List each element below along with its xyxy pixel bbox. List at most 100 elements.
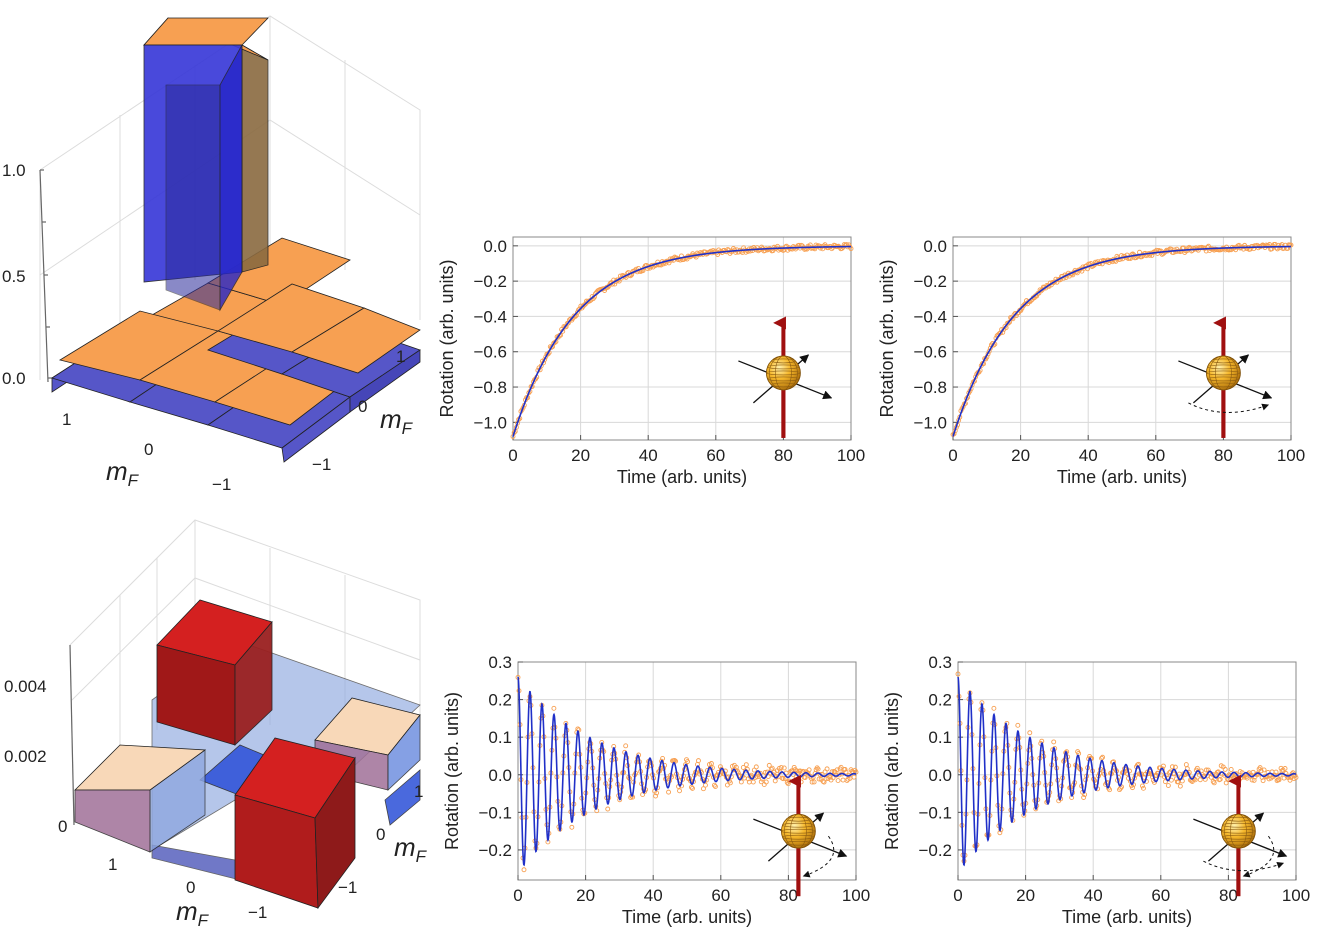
x-tick-label: 60 (1146, 446, 1165, 465)
row-tick-label: 0 (144, 440, 153, 459)
data-point (666, 789, 672, 795)
y-tick-label: 0.3 (928, 653, 952, 672)
y-tick-label: −0.1 (918, 803, 952, 822)
y-tick-label: 0.0 (483, 237, 507, 256)
plot-frame (517, 661, 857, 881)
z-tick-label: 0.002 (4, 747, 47, 766)
col-tick-label: −1 (338, 878, 357, 897)
z-tick-label: 0 (58, 817, 67, 836)
x-tick-label: 60 (1151, 886, 1170, 905)
y-tick-label: −0.4 (473, 307, 507, 326)
x-tick-label: 40 (1079, 446, 1098, 465)
data-point (823, 776, 829, 782)
x-tick-label: 80 (1214, 446, 1233, 465)
data-point (1130, 785, 1135, 791)
series-data-points (510, 242, 854, 439)
y-tick-label: −0.8 (913, 378, 947, 397)
data-point (1100, 754, 1106, 760)
bar3d-panel-bottom: 0.004 0.002 0 1 0 −1 (4, 519, 428, 930)
bar3d-tall-bar (143, 17, 269, 312)
data-point (1173, 249, 1179, 255)
data-point (1015, 722, 1021, 728)
x-tick-label: 100 (1282, 886, 1310, 905)
col-tick-label: 1 (414, 782, 423, 801)
data-point (521, 867, 527, 873)
series-fit-line (952, 245, 1292, 437)
y-tick-label: −0.8 (473, 378, 507, 397)
data-point (701, 786, 706, 792)
bar-side-blue (219, 44, 243, 312)
data-point (1265, 243, 1271, 249)
precession-arc-icon (1203, 860, 1285, 872)
sphere-icon (766, 355, 801, 391)
data-point (757, 770, 763, 776)
data-point (1165, 783, 1171, 789)
grid (952, 237, 1292, 440)
data-point (814, 765, 820, 771)
data-point (815, 766, 821, 772)
plot-top-right: 0 20 40 60 80 100 0.0 −0.2 −0.4 −0.6 −0.8 −1.0 Time … (877, 236, 1305, 487)
col-tick-label: −1 (312, 455, 331, 474)
data-point (1172, 764, 1178, 770)
data-point (677, 788, 682, 794)
bar3d-z-axis (69, 644, 75, 826)
sphere-icon (781, 813, 816, 849)
row-tick-label: −1 (212, 475, 231, 494)
floor-tile (291, 307, 421, 374)
plot-frame (512, 236, 852, 441)
bar3d-bars (74, 599, 421, 910)
bar3d-panel-top: 1.0 0.5 0.0 (2, 15, 421, 494)
data-point (830, 775, 836, 781)
data-point (1293, 775, 1299, 780)
y-tick-label: 0.0 (923, 237, 947, 256)
x-tick-label: 60 (711, 886, 730, 905)
data-point (1038, 288, 1044, 294)
data-point (654, 790, 660, 796)
x-tick-label: 0 (508, 446, 517, 465)
data-point (1177, 783, 1183, 789)
svg-text:mF: mF (394, 832, 428, 866)
data-point (1051, 739, 1057, 745)
y-tick-label: −0.2 (478, 841, 512, 860)
bar-side (241, 44, 269, 273)
col-tick-label: 1 (396, 347, 405, 366)
data-point (1107, 787, 1113, 793)
row-tick-label: 1 (62, 410, 71, 429)
data-point (840, 777, 846, 783)
x-tick-label: 20 (1016, 886, 1035, 905)
data-point (1183, 762, 1189, 768)
y-tick-label: −0.2 (918, 841, 952, 860)
bar-side (314, 756, 356, 910)
data-point (1141, 785, 1146, 791)
z-tick-label: 0.004 (4, 677, 47, 696)
y-tick-label: −0.1 (478, 803, 512, 822)
y-tick-label: −1.0 (913, 413, 947, 432)
data-point (750, 779, 756, 785)
y-tick-label: −0.2 (473, 272, 507, 291)
data-point (1249, 777, 1255, 783)
data-point (1257, 765, 1263, 771)
data-point (1169, 764, 1175, 770)
data-point (772, 778, 778, 784)
data-point (548, 345, 554, 350)
y-tick-label: −0.6 (473, 343, 507, 362)
data-point (581, 302, 587, 308)
data-point (769, 765, 775, 771)
x-tick-label: 100 (1277, 446, 1305, 465)
x-axis-label: Time (arb. units) (622, 907, 752, 927)
plot-bottom-middle: 0 20 40 60 80 100 0.3 0.2 0.1 0.0 −0.1 −0.2 Time (ar… (442, 653, 870, 927)
bar-front (74, 789, 151, 853)
data-point (835, 778, 841, 784)
data-point (1197, 777, 1203, 783)
data-point (1162, 779, 1168, 785)
data-point (1276, 777, 1282, 783)
data-point (1261, 767, 1267, 773)
x-tick-label: 20 (571, 446, 590, 465)
y-tick-label: 0.1 (488, 728, 512, 747)
y-tick-label: −0.4 (913, 307, 947, 326)
x-tick-label: 20 (576, 886, 595, 905)
series-data-points (950, 241, 1294, 438)
data-point (834, 767, 840, 773)
data-point (802, 775, 808, 780)
data-point (824, 766, 830, 772)
